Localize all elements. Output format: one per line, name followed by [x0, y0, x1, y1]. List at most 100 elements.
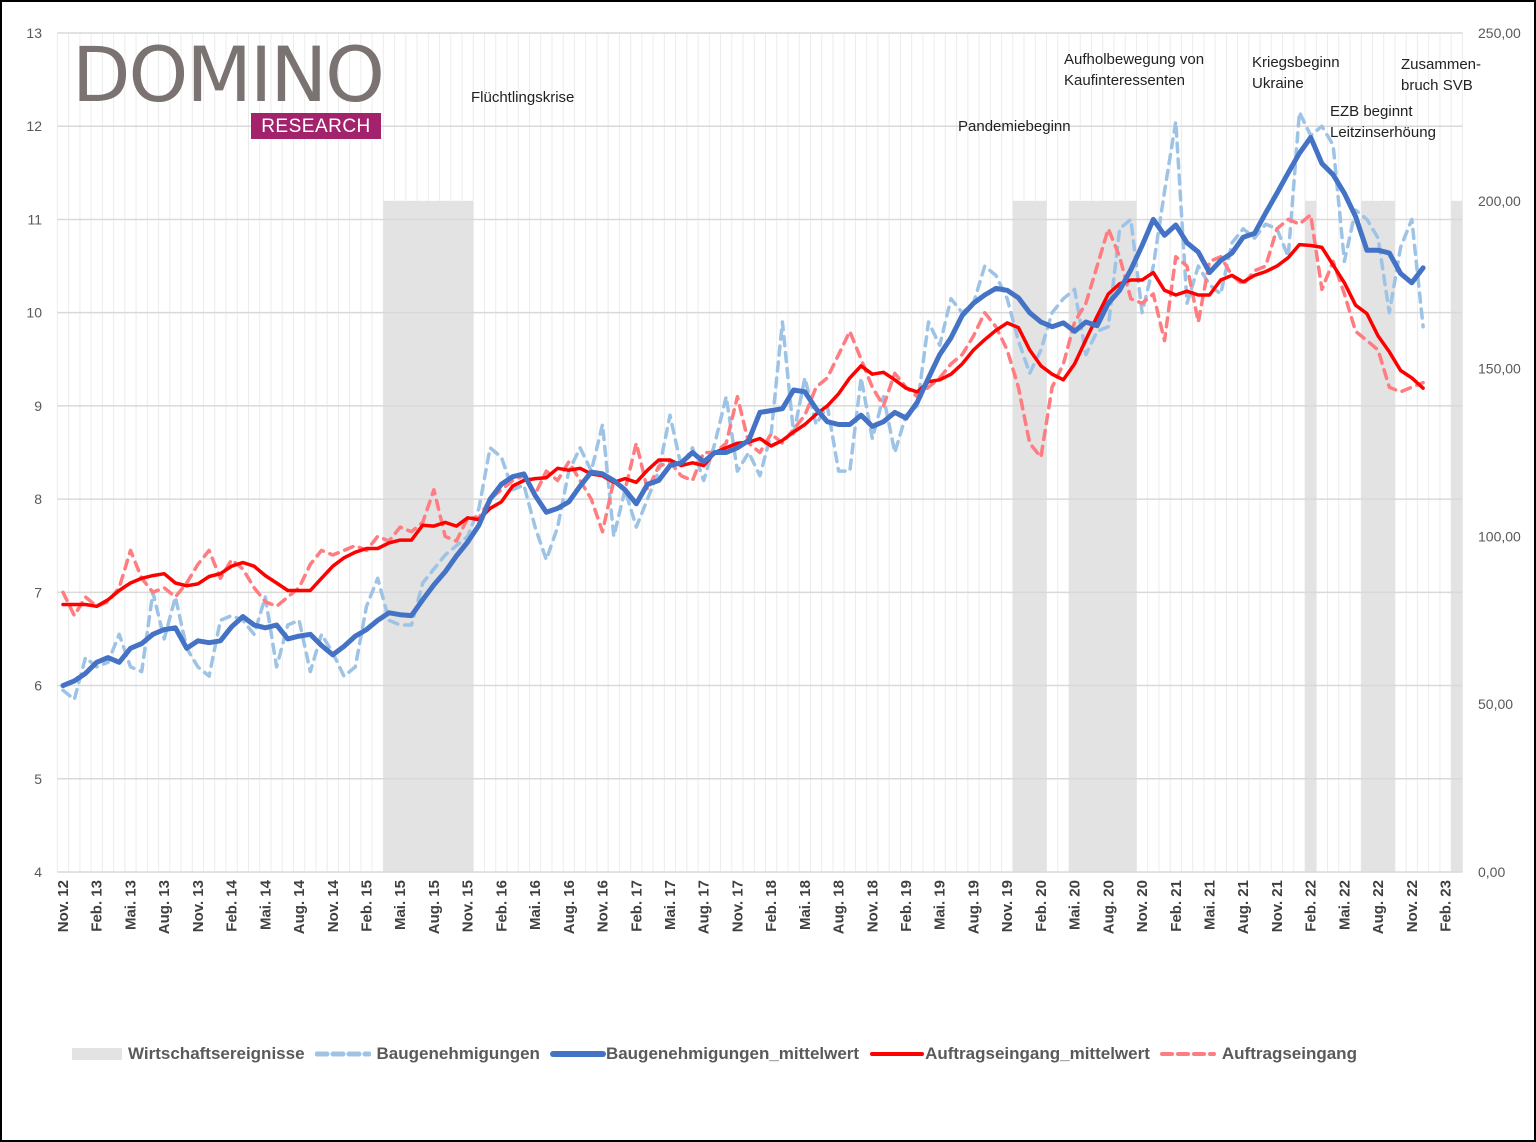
legend-item-baugenehmigungen[interactable]: Baugenehmigungen — [314, 1044, 540, 1064]
legend-label: Wirtschaftsereignisse — [128, 1044, 305, 1063]
x-tick-label: Feb. 17 — [628, 880, 645, 932]
x-tick-label: Feb. 16 — [493, 880, 510, 932]
legend-item-baugenehmigungen-mittelwert[interactable]: Baugenehmigungen_mittelwert — [549, 1044, 860, 1064]
legend-label: Auftragseingang — [1221, 1044, 1357, 1063]
x-tick-label: Mai. 14 — [257, 879, 274, 930]
legend-item-auftragseingang[interactable]: Auftragseingang — [1159, 1044, 1357, 1064]
left-axis-ticks: 4 5 6 7 8 9 10 11 12 13 — [26, 25, 42, 880]
annotation-line: Zusammen- — [1401, 56, 1482, 73]
legend-item-auftragseingang-mittelwert[interactable]: Auftragseingang_mittelwert — [869, 1044, 1150, 1064]
x-tick-label: Aug. 19 — [965, 880, 982, 934]
x-tick-label: Aug. 18 — [831, 880, 848, 934]
x-tick-label: Nov. 16 — [595, 880, 612, 932]
event-bar — [1012, 200, 1047, 873]
annotation-pandemiebeginn: Pandemiebeginn — [958, 118, 1071, 135]
series-line-baugenehmigungen-mittelwert — [60, 134, 1426, 689]
legend-label: Baugenehmigungen — [376, 1044, 540, 1063]
y-left-tick-label: 11 — [27, 211, 42, 227]
legend-swatch-bar — [72, 1048, 122, 1060]
legend-swatch-solid-blue — [549, 1051, 606, 1057]
x-tick-label: Nov. 21 — [1269, 880, 1286, 932]
x-tick-label: Nov. 13 — [190, 880, 207, 932]
x-tick-label: Mai. 13 — [122, 880, 139, 930]
series-line-baugenehmigungen — [61, 110, 1425, 702]
y-left-tick-label: 5 — [34, 771, 42, 787]
annotation-line: Ukraine — [1252, 75, 1304, 92]
x-tick-label: Feb. 22 — [1303, 880, 1320, 932]
x-tick-label: Nov. 14 — [325, 879, 342, 932]
x-axis-ticks: Nov. 12 Feb. 13 Mai. 13 Aug. 13 Nov. 13 Feb. … — [55, 879, 1455, 934]
annotation-fluechtlingskrise: Flüchtlingskrise — [471, 89, 575, 106]
x-tick-label: Mai. 15 — [392, 880, 409, 930]
x-tick-label: Feb. 23 — [1438, 880, 1455, 932]
x-tick-label: Nov. 17 — [729, 880, 746, 932]
x-tick-label: Feb. 21 — [1168, 880, 1185, 932]
y-left-tick-label: 6 — [34, 678, 42, 694]
y-right-tick-label: 200,00 — [1478, 193, 1521, 209]
logo-subtitle: RESEARCH — [251, 113, 381, 139]
y-right-tick-label: 150,00 — [1478, 361, 1521, 377]
legend-label: Auftragseingang_mittelwert — [925, 1044, 1150, 1063]
y-right-tick-label: 50,00 — [1478, 696, 1513, 712]
legend-item-wirtschaftsereignisse[interactable]: Wirtschaftsereignisse — [72, 1044, 305, 1064]
x-tick-label: Feb. 19 — [898, 880, 915, 932]
legend-swatch-dashed-blue — [314, 1051, 371, 1057]
x-tick-label: Nov. 20 — [1134, 880, 1151, 932]
y-right-tick-label: 0,00 — [1478, 864, 1505, 880]
annotation-line: EZB beginnt — [1330, 103, 1413, 120]
x-tick-label: Aug. 17 — [696, 880, 713, 934]
x-tick-label: Mai. 21 — [1202, 880, 1219, 930]
x-tick-label: Aug. 22 — [1370, 880, 1387, 934]
annotation-line: bruch SVB — [1401, 77, 1473, 94]
annotation-line: Kaufinteressenten — [1064, 72, 1185, 89]
x-tick-label: Aug. 14 — [291, 879, 308, 934]
annotation-svb: Zusammen- bruch SVB — [1401, 54, 1481, 96]
x-tick-label: Feb. 15 — [359, 880, 376, 932]
x-tick-label: Mai. 19 — [932, 880, 949, 930]
x-tick-label: Mai. 20 — [1067, 880, 1084, 930]
annotation-line: Kriegsbeginn — [1252, 54, 1340, 71]
x-tick-label: Nov. 15 — [460, 880, 477, 932]
x-tick-label: Mai. 22 — [1336, 880, 1353, 930]
annotation-aufholbewegung: Aufholbewegung von Kaufinteressenten — [1064, 49, 1204, 91]
series-lines — [60, 110, 1426, 702]
y-left-tick-label: 13 — [26, 25, 42, 41]
x-tick-label: Nov. 18 — [864, 880, 881, 932]
x-tick-label: Aug. 16 — [561, 880, 578, 934]
x-tick-label: Mai. 18 — [797, 880, 814, 930]
event-bar — [1305, 200, 1317, 873]
x-tick-label: Mai. 16 — [527, 880, 544, 930]
x-tick-label: Feb. 13 — [89, 880, 106, 932]
x-tick-label: Feb. 18 — [763, 880, 780, 932]
x-tick-label: Nov. 22 — [1404, 880, 1421, 932]
series-line-auftragseingang — [61, 213, 1425, 618]
annotation-kriegsbeginn: Kriegsbeginn Ukraine — [1252, 52, 1340, 94]
legend-swatch-dashed-red — [1159, 1052, 1216, 1056]
annotation-ezb: EZB beginnt Leitzinserhöung — [1330, 101, 1436, 143]
legend-swatch-solid-red — [870, 1052, 925, 1056]
legend-label: Baugenehmigungen_mittelwert — [605, 1044, 860, 1063]
y-left-tick-label: 7 — [34, 584, 42, 600]
y-left-tick-label: 10 — [26, 305, 42, 321]
annotation-line: Aufholbewegung von — [1064, 51, 1205, 68]
x-tick-label: Aug. 20 — [1100, 880, 1117, 934]
x-tick-label: Aug. 15 — [426, 880, 443, 934]
x-tick-label: Feb. 20 — [1033, 880, 1050, 932]
domino-research-logo: DOMINO RESEARCH — [72, 30, 385, 142]
legend: Wirtschaftsereignisse Baugenehmigungen B… — [72, 1044, 1367, 1064]
x-tick-label: Nov. 19 — [999, 880, 1016, 932]
horizontal-gridlines — [57, 32, 1463, 873]
annotation-line: Leitzinserhöung — [1330, 124, 1436, 141]
logo-wordmark: DOMINO — [72, 30, 385, 119]
x-tick-label: Aug. 21 — [1235, 880, 1252, 934]
y-left-tick-label: 4 — [34, 864, 42, 880]
x-tick-label: Feb. 14 — [224, 879, 241, 931]
y-left-tick-label: 8 — [34, 491, 42, 507]
event-bar — [1451, 200, 1463, 873]
y-left-tick-label: 12 — [26, 118, 42, 134]
y-left-tick-label: 9 — [34, 398, 42, 414]
x-tick-label: Aug. 13 — [156, 880, 173, 934]
x-tick-label: Nov. 12 — [55, 880, 72, 932]
